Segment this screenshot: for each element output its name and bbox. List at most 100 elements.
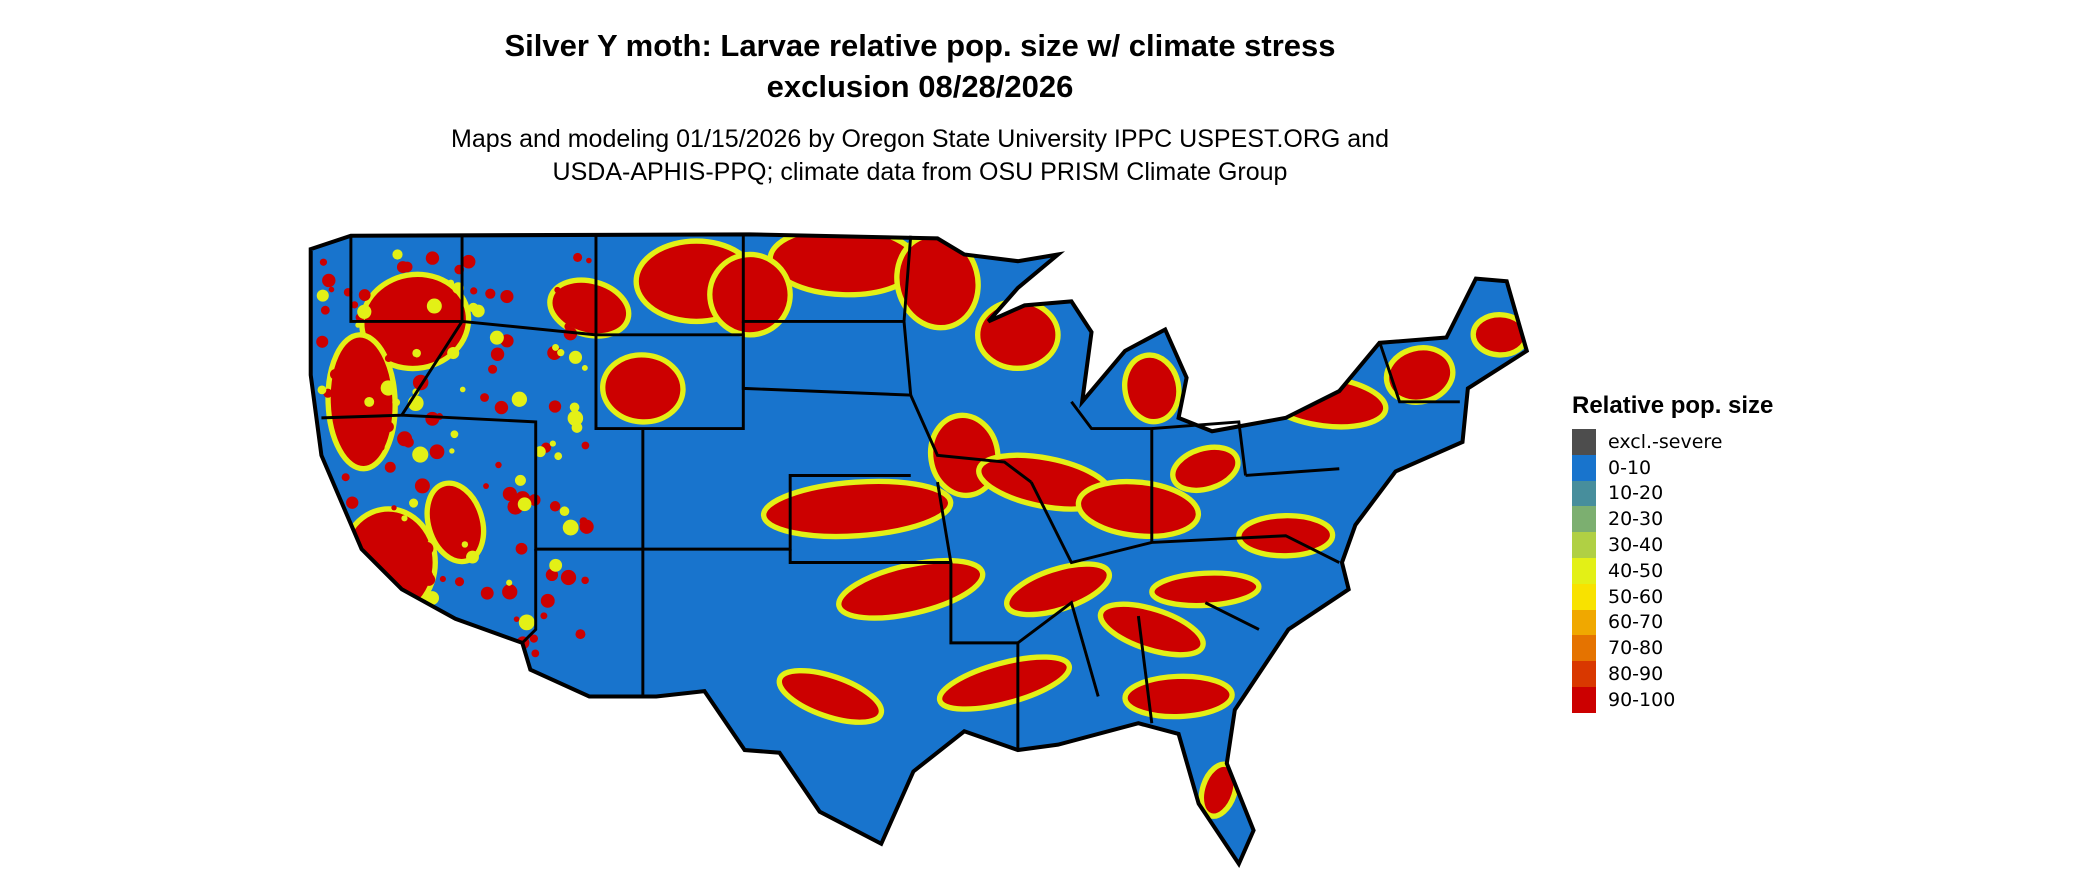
population-speckle bbox=[534, 446, 546, 458]
population-speckle bbox=[316, 335, 329, 348]
population-speckle bbox=[439, 575, 446, 583]
population-speckle bbox=[494, 400, 509, 415]
population-speckle bbox=[518, 614, 535, 631]
population-speckle bbox=[549, 558, 563, 572]
population-speckle bbox=[383, 421, 394, 433]
legend-label: 10-20 bbox=[1608, 482, 1664, 505]
legend-label: 50-60 bbox=[1608, 585, 1664, 608]
population-speckle bbox=[378, 444, 385, 451]
population-speckle bbox=[364, 396, 375, 407]
state-border bbox=[1204, 601, 1260, 631]
legend-label: 40-50 bbox=[1608, 559, 1664, 582]
population-speckle bbox=[426, 298, 442, 314]
high-population-area bbox=[760, 478, 954, 540]
high-population-area bbox=[1122, 352, 1182, 425]
population-speckle bbox=[431, 284, 448, 301]
population-speckle bbox=[393, 594, 408, 609]
population-speckle bbox=[569, 402, 580, 413]
legend-item: 10-20 bbox=[1572, 480, 1773, 507]
legend-label: 0-10 bbox=[1608, 456, 1652, 479]
population-speckle bbox=[448, 636, 462, 650]
population-speckle bbox=[418, 636, 432, 650]
state-border bbox=[594, 333, 745, 431]
population-speckle bbox=[488, 364, 498, 374]
population-speckle bbox=[378, 418, 384, 425]
state-border bbox=[349, 235, 463, 323]
state-border bbox=[321, 235, 464, 420]
state-border bbox=[1378, 341, 1460, 404]
population-speckle bbox=[355, 322, 361, 328]
state-border bbox=[521, 549, 538, 644]
population-speckle bbox=[529, 675, 536, 683]
population-speckle bbox=[419, 569, 434, 584]
state-border bbox=[1016, 600, 1100, 697]
population-speckle bbox=[466, 637, 473, 644]
population-speckle bbox=[554, 452, 563, 461]
population-speckle bbox=[489, 330, 504, 345]
legend-swatch bbox=[1572, 609, 1596, 636]
population-speckle bbox=[573, 252, 583, 262]
population-speckle bbox=[454, 577, 465, 587]
population-speckle bbox=[500, 289, 514, 304]
population-speckle bbox=[490, 347, 505, 361]
legend-swatch bbox=[1572, 532, 1596, 558]
population-speckle bbox=[401, 515, 408, 522]
population-speckle bbox=[384, 585, 393, 594]
population-speckle bbox=[554, 286, 561, 294]
high-population-area bbox=[974, 298, 1061, 371]
legend-label: 70-80 bbox=[1608, 637, 1664, 660]
map-title-line1: Silver Y moth: Larvae relative pop. size… bbox=[504, 28, 1336, 63]
population-speckle bbox=[392, 398, 401, 407]
high-population-area bbox=[1122, 673, 1235, 720]
population-speckle bbox=[514, 474, 526, 486]
population-speckle bbox=[450, 430, 459, 439]
population-raster bbox=[314, 234, 1527, 819]
population-speckle bbox=[380, 380, 396, 396]
state-border bbox=[401, 413, 643, 551]
population-speckle bbox=[511, 391, 528, 407]
population-speckle bbox=[425, 591, 440, 605]
population-speckle bbox=[579, 517, 588, 526]
state-border bbox=[788, 481, 953, 564]
high-population-area bbox=[776, 667, 885, 725]
population-speckle bbox=[396, 591, 406, 601]
population-speckle bbox=[359, 457, 368, 466]
population-speckle bbox=[328, 286, 335, 293]
population-speckle bbox=[495, 461, 502, 469]
population-speckle bbox=[581, 576, 589, 585]
population-speckle bbox=[388, 531, 404, 547]
population-speckle bbox=[449, 448, 455, 454]
population-speckle bbox=[341, 424, 348, 431]
population-speckle bbox=[355, 638, 367, 650]
legend-swatch bbox=[1572, 557, 1596, 584]
population-speckle bbox=[320, 305, 330, 315]
subtitle-line1: Maps and modeling 01/15/2026 by Oregon S… bbox=[451, 125, 1389, 153]
population-speckle bbox=[360, 367, 372, 378]
high-population-area bbox=[1097, 601, 1206, 658]
population-speckle bbox=[560, 569, 577, 586]
population-speckle bbox=[468, 302, 479, 313]
legend-item: 80-90 bbox=[1572, 661, 1773, 687]
high-population-area bbox=[1170, 444, 1241, 494]
legend-label: 30-40 bbox=[1608, 534, 1664, 557]
population-speckle bbox=[549, 440, 556, 447]
population-speckle bbox=[513, 616, 520, 622]
legend-item: 0-10 bbox=[1572, 454, 1773, 481]
population-speckle bbox=[420, 541, 434, 556]
population-speckle bbox=[559, 506, 570, 517]
legend-swatch bbox=[1572, 661, 1596, 687]
population-speckle bbox=[340, 605, 347, 612]
legend-label: 80-90 bbox=[1608, 663, 1664, 686]
population-speckle bbox=[317, 385, 327, 395]
legend-label: 90-100 bbox=[1608, 688, 1676, 711]
population-speckle bbox=[382, 302, 392, 312]
state-border bbox=[1136, 615, 1154, 724]
population-speckle bbox=[540, 612, 548, 620]
state-border bbox=[949, 562, 1020, 751]
population-speckle bbox=[457, 494, 466, 503]
population-speckle bbox=[581, 441, 590, 450]
population-speckle bbox=[412, 446, 429, 463]
legend-item: 40-50 bbox=[1572, 557, 1773, 584]
population-speckle bbox=[336, 665, 348, 678]
population-speckle bbox=[480, 586, 494, 600]
